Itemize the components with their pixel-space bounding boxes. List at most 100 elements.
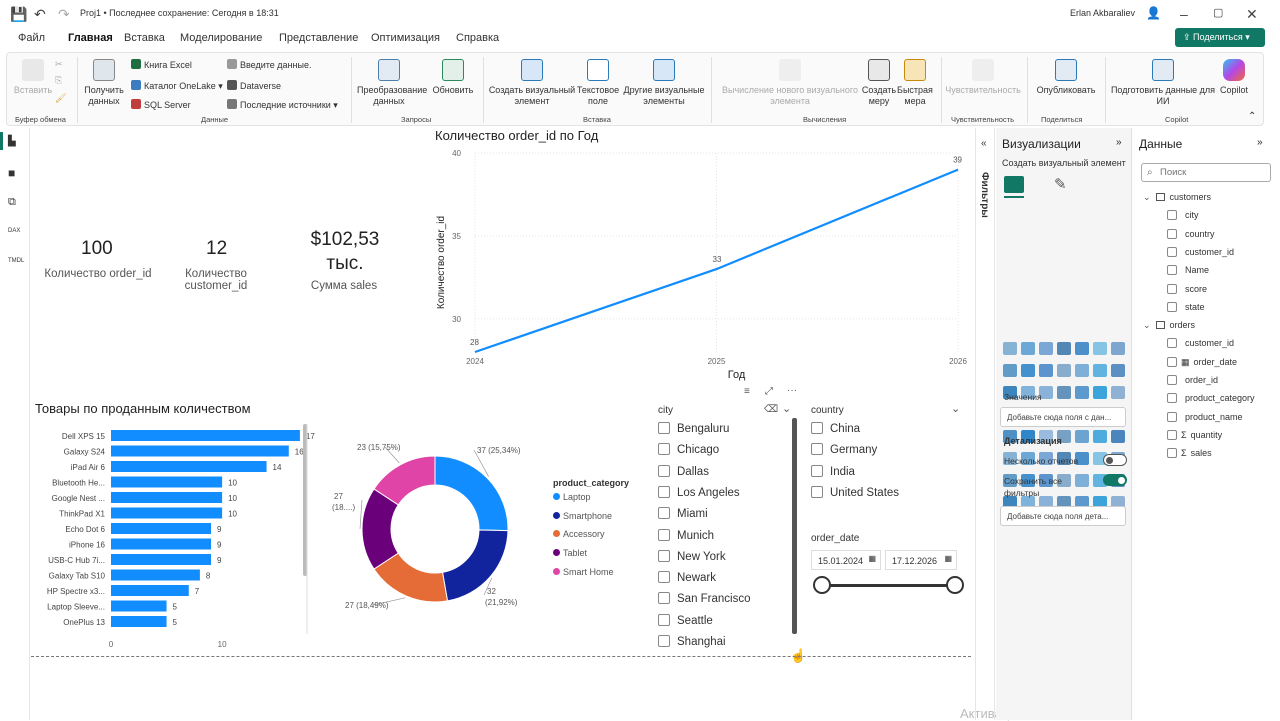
minimize-icon[interactable]: – xyxy=(1180,6,1188,22)
bar-chart[interactable]: Dell XPS 15 17 Galaxy S24 16 iPad Air 6 14 Blu… xyxy=(35,424,315,654)
more-options-icon[interactable]: ··· xyxy=(787,385,797,396)
values-drop-zone[interactable]: Добавьте сюда поля с дан... xyxy=(1000,407,1126,427)
refresh-button[interactable]: Обновить xyxy=(425,59,481,96)
visual-type-icon[interactable] xyxy=(1057,474,1071,487)
table-node[interactable]: ⌄ customers xyxy=(1143,192,1211,203)
model-view-icon[interactable]: ⧉ xyxy=(8,196,16,208)
visual-type-icon[interactable] xyxy=(1111,496,1125,509)
legend-item[interactable]: Tablet xyxy=(553,548,587,558)
checkbox[interactable] xyxy=(1167,246,1177,257)
city-slicer-scrollbar[interactable] xyxy=(792,418,797,634)
visual-type-icon[interactable] xyxy=(1111,386,1125,399)
checkbox[interactable] xyxy=(658,635,670,647)
calendar-icon[interactable]: ▦ xyxy=(944,554,952,563)
date-range-end-handle[interactable] xyxy=(946,576,964,594)
legend-item[interactable]: Laptop xyxy=(553,492,591,502)
field-item[interactable]: country xyxy=(1167,228,1215,239)
city-slicer-item[interactable]: Miami xyxy=(658,507,708,520)
country-slicer-item[interactable]: India xyxy=(811,464,855,478)
visual-type-icon[interactable] xyxy=(1039,452,1053,465)
visual-type-icon[interactable] xyxy=(1003,474,1017,487)
field-item[interactable]: customer_id xyxy=(1167,246,1234,257)
paste-button[interactable]: Вставить xyxy=(11,59,55,96)
menu-file[interactable]: Файл xyxy=(18,32,46,44)
copy-icon[interactable]: ⎘ xyxy=(55,75,63,85)
visual-type-icon[interactable] xyxy=(1039,386,1053,399)
data-search-box[interactable]: ⌕ xyxy=(1141,163,1271,182)
close-icon[interactable]: ✕ xyxy=(1246,6,1258,22)
menu-modeling[interactable]: Моделирование xyxy=(180,32,263,44)
quick-measure-button[interactable]: Быстрая мера xyxy=(895,59,935,107)
expand-filters-icon[interactable]: « xyxy=(981,138,987,149)
filters-pane-collapsed[interactable]: « Фильтры xyxy=(975,128,995,720)
visual-type-icon[interactable] xyxy=(1075,496,1089,509)
checkbox[interactable] xyxy=(811,422,823,434)
checkbox[interactable] xyxy=(1167,429,1177,440)
menu-help[interactable]: Справка xyxy=(456,32,500,44)
chevron-down-icon[interactable]: ⌄ xyxy=(782,403,792,415)
city-slicer-item[interactable]: Shanghai xyxy=(658,635,726,648)
menu-optimize[interactable]: Оптимизация xyxy=(371,32,440,44)
textbox-button[interactable]: Текстовое поле xyxy=(575,59,621,107)
visual-type-icon[interactable] xyxy=(1111,342,1125,355)
visual-type-icon[interactable] xyxy=(1057,496,1071,509)
visual-type-icon[interactable] xyxy=(1021,430,1035,443)
table-view-icon[interactable]: ■ xyxy=(8,166,16,180)
visual-type-icon[interactable] xyxy=(1039,430,1053,443)
tmdl-view-icon[interactable]: TMDL xyxy=(8,258,25,264)
recent-sources-button[interactable]: Последние источники ▾ xyxy=(227,99,338,111)
new-visual-calc-button[interactable]: Вычисление нового визуального элемента xyxy=(715,59,865,107)
visual-type-icon[interactable] xyxy=(1057,452,1071,465)
cut-icon[interactable]: ✂ xyxy=(55,59,63,69)
redo-icon[interactable]: ↷ xyxy=(58,6,70,22)
more-visuals-button[interactable]: Другие визуальные элементы xyxy=(619,59,709,107)
new-visual-button[interactable]: Создать визуальный элемент xyxy=(487,59,577,107)
checkbox[interactable] xyxy=(811,485,823,498)
visual-type-icon[interactable] xyxy=(1039,342,1053,355)
country-slicer-item[interactable]: Germany xyxy=(811,443,877,456)
copilot-button[interactable]: Copilot xyxy=(1211,59,1257,96)
keep-filters-toggle[interactable] xyxy=(1103,474,1127,486)
city-slicer-item[interactable]: New York xyxy=(658,549,726,563)
get-data-button[interactable]: Получить данных xyxy=(81,59,127,107)
visual-type-icon[interactable] xyxy=(1075,452,1089,465)
checkbox[interactable] xyxy=(811,464,823,477)
checkbox[interactable] xyxy=(1167,393,1177,404)
filter-icon[interactable]: ≡ xyxy=(744,386,750,397)
visual-type-icon[interactable] xyxy=(1057,430,1071,443)
legend-item[interactable]: Smartphone xyxy=(553,511,612,521)
date-end-input[interactable]: 17.12.2026 ▦ xyxy=(885,550,957,570)
chevron-down-icon[interactable]: ⌄ xyxy=(1143,320,1151,331)
window-title[interactable]: Proj1 • Последнее сохранение: Сегодня в … xyxy=(80,8,279,18)
checkbox[interactable] xyxy=(658,464,670,477)
visual-type-icon[interactable] xyxy=(1003,386,1017,399)
city-slicer-item[interactable]: Newark xyxy=(658,571,716,584)
checkbox[interactable] xyxy=(658,613,670,626)
visual-type-icon[interactable] xyxy=(1003,452,1017,465)
city-slicer-item[interactable]: Chicago xyxy=(658,443,719,456)
visual-type-icon[interactable] xyxy=(1075,342,1089,355)
checkbox[interactable] xyxy=(1167,411,1177,422)
enter-data-button[interactable]: Введите данные. xyxy=(227,59,311,70)
dataverse-button[interactable]: Dataverse xyxy=(227,80,281,91)
visual-type-icon[interactable] xyxy=(1003,430,1017,443)
field-item[interactable]: product_category xyxy=(1167,393,1255,404)
user-name[interactable]: Erlan Akbaraliev xyxy=(1070,8,1136,18)
report-view-icon[interactable]: ▙ xyxy=(8,136,16,147)
visual-type-icon[interactable] xyxy=(1075,474,1089,487)
checkbox[interactable] xyxy=(1167,228,1177,239)
dax-view-icon[interactable]: DAX xyxy=(8,228,21,234)
legend-item[interactable]: Smart Home xyxy=(553,567,614,577)
drill-drop-zone[interactable]: Добавьте сюда поля дета... xyxy=(1000,506,1126,526)
prep-data-ai-button[interactable]: Подготовить данные для ИИ xyxy=(1107,59,1219,107)
chevron-down-icon[interactable]: ⌄ xyxy=(951,403,961,415)
visual-type-icon[interactable] xyxy=(1093,496,1107,509)
checkbox[interactable] xyxy=(1167,375,1177,385)
maximize-icon[interactable]: ▢ xyxy=(1213,7,1224,19)
focus-mode-icon[interactable]: ⤢ xyxy=(765,386,773,397)
checkbox[interactable] xyxy=(658,507,670,520)
country-slicer-item[interactable]: China xyxy=(811,422,860,435)
date-range-start-handle[interactable] xyxy=(813,576,831,594)
publish-button[interactable]: Опубликовать xyxy=(1031,59,1101,96)
